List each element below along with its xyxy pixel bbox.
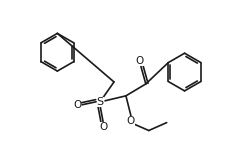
Text: O: O — [127, 116, 135, 126]
Text: O: O — [73, 100, 81, 110]
Text: O: O — [136, 56, 144, 66]
Text: O: O — [99, 122, 107, 132]
Text: S: S — [97, 97, 104, 107]
